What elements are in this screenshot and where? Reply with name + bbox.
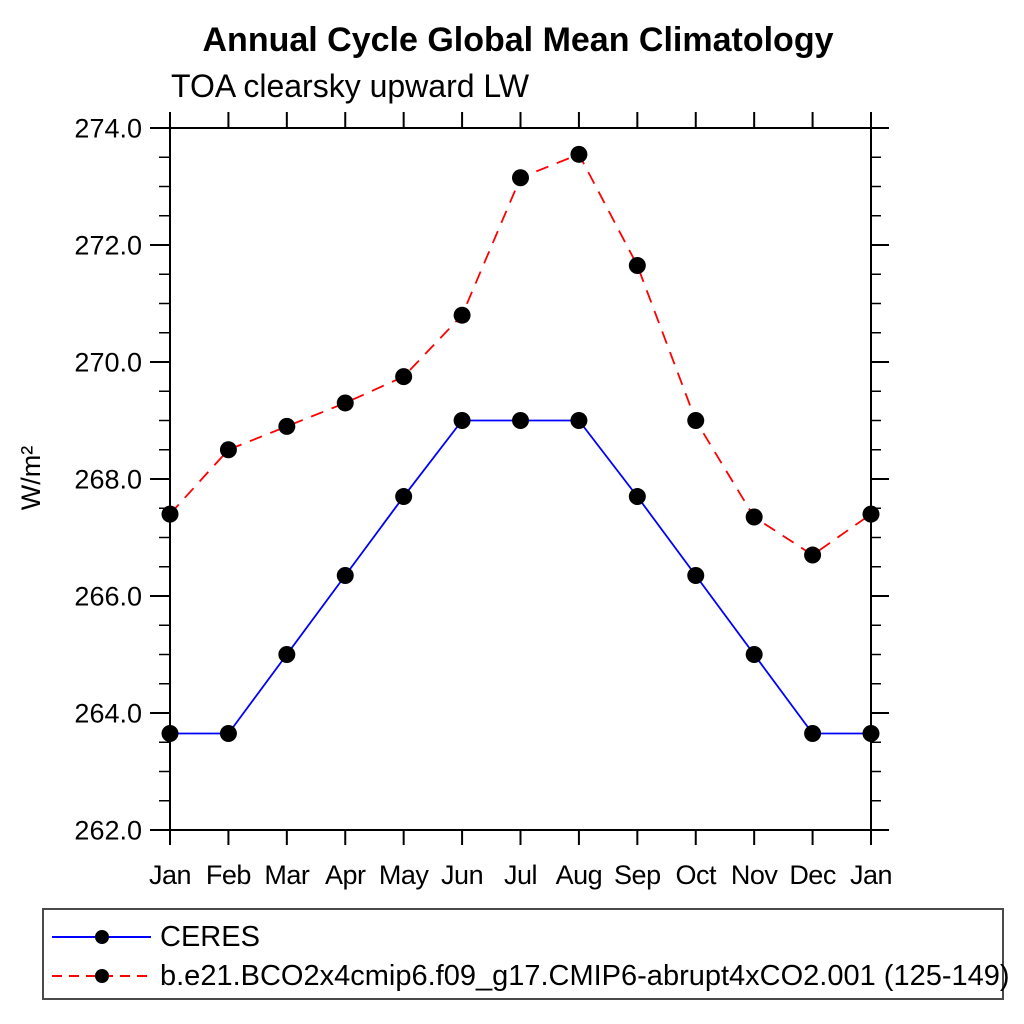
- legend-label-model: b.e21.BCO2x4cmip6.f09_g17.CMIP6-abrupt4x…: [160, 960, 1010, 992]
- legend-label-ceres: CERES: [160, 921, 260, 953]
- x-tick-label: Feb: [206, 860, 251, 890]
- legend-sample-ceres-line: [52, 930, 151, 944]
- data-point-ceres: [862, 724, 880, 742]
- annual-cycle-chart: Annual Cycle Global Mean Climatology TOA…: [16, 21, 893, 890]
- data-point-model: [628, 256, 646, 274]
- data-point-model: [512, 169, 529, 187]
- data-point-model: [745, 508, 763, 526]
- x-tick-label: Sep: [614, 860, 661, 890]
- series-line-model: [169, 153, 872, 557]
- y-tick-label: 264.0: [74, 699, 142, 729]
- x-tick-label: May: [379, 860, 430, 890]
- y-tick-label: 272.0: [74, 231, 142, 261]
- x-tick-label: Oct: [675, 860, 717, 890]
- data-point-model: [395, 368, 413, 386]
- data-point-model: [336, 394, 354, 412]
- series-layer: [161, 145, 880, 742]
- x-tick-label: Jan: [850, 860, 892, 890]
- x-tick-label: Aug: [556, 860, 603, 890]
- y-tick-label: 268.0: [74, 465, 142, 495]
- x-tick-label: Apr: [325, 860, 366, 890]
- data-point-model: [687, 412, 705, 429]
- data-point-ceres: [161, 724, 179, 742]
- y-axis-label: W/m²: [16, 446, 46, 510]
- x-tick-label: Dec: [789, 860, 836, 890]
- data-point-model: [453, 306, 471, 324]
- data-point-model: [161, 505, 179, 523]
- data-point-ceres: [570, 412, 588, 429]
- chart-title: Annual Cycle Global Mean Climatology: [203, 21, 834, 59]
- data-point-ceres: [453, 412, 471, 429]
- legend-sample-model-line: [52, 969, 151, 983]
- legend-item-ceres: CERES: [48, 921, 260, 953]
- data-point-ceres: [804, 724, 822, 742]
- data-point-model: [219, 441, 237, 459]
- data-point-ceres: [219, 724, 237, 742]
- data-point-ceres: [687, 567, 705, 585]
- y-tick-label: 274.0: [74, 114, 142, 144]
- data-point-model: [570, 145, 588, 163]
- x-tick-label: Jul: [504, 860, 537, 890]
- plot-frame: [169, 127, 872, 831]
- y-tick-label: 266.0: [74, 582, 142, 612]
- x-tick-label: Nov: [731, 860, 779, 890]
- x-tick-label: Jan: [149, 860, 191, 890]
- data-point-ceres: [745, 646, 763, 663]
- axes-layer: Jan Feb Mar Apr May Jun Jul Aug Sep Oct Nov Dec Jan2…: [74, 112, 893, 890]
- data-point-model: [862, 505, 880, 523]
- y-tick-label: 262.0: [74, 816, 142, 846]
- data-point-model: [804, 546, 822, 564]
- chart-subtitle: TOA clearsky upward LW: [171, 68, 530, 104]
- data-point-ceres: [336, 567, 354, 585]
- x-tick-label: Mar: [264, 860, 310, 890]
- series-line-ceres: [170, 419, 871, 735]
- data-point-ceres: [628, 488, 646, 506]
- data-point-ceres: [512, 412, 529, 429]
- legend-item-model: b.e21.BCO2x4cmip6.f09_g17.CMIP6-abrupt4x…: [48, 960, 1010, 992]
- y-tick-label: 270.0: [74, 348, 142, 378]
- data-point-ceres: [278, 646, 296, 663]
- x-tick-label: Jun: [441, 860, 483, 890]
- data-point-ceres: [395, 488, 413, 506]
- legend-box: CERES b.e21.BCO2x4cmip6.f09_g17.CMIP6-ab…: [42, 908, 1010, 1000]
- data-point-model: [278, 417, 296, 435]
